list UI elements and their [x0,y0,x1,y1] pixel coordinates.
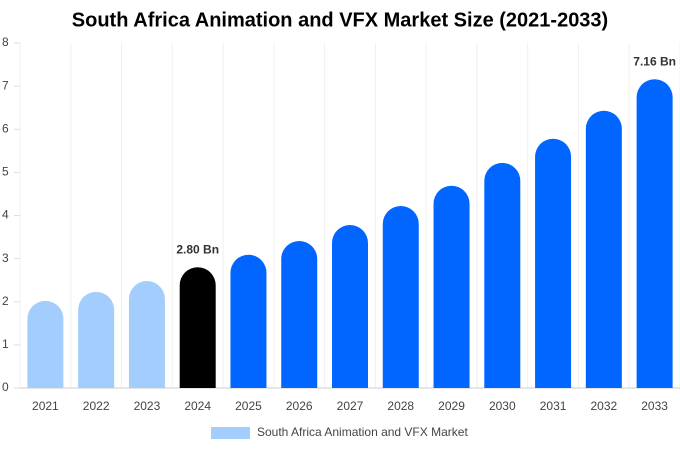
x-tick-label: 2028 [387,399,414,413]
bar [535,138,572,388]
x-tick-label: 2030 [489,399,516,413]
x-tick-label: 2024 [184,399,211,413]
bar [230,254,267,388]
value-label: 7.16 Bn [633,54,676,68]
y-tick-label: 0 [2,380,9,394]
bar [27,300,64,388]
bar [636,79,673,388]
y-tick-label: 7 [2,78,9,92]
bar [179,267,216,388]
x-tick-label: 2029 [438,399,465,413]
x-tick-label: 2026 [286,399,313,413]
x-tick-label: 2032 [590,399,617,413]
bar [433,185,470,388]
x-tick-label: 2033 [641,399,668,413]
bar [382,206,419,388]
x-tick-label: 2023 [134,399,161,413]
bar [585,110,622,389]
bar [78,291,115,388]
legend-swatch [211,427,250,439]
legend-label: South Africa Animation and VFX Market [257,425,468,439]
y-tick-label: 6 [2,121,9,135]
y-tick-label: 5 [2,165,9,179]
y-tick-label: 1 [2,337,9,351]
y-tick-label: 3 [2,251,9,265]
x-tick-label: 2022 [83,399,110,413]
x-tick-label: 2021 [32,399,59,413]
chart-title: South Africa Animation and VFX Market Si… [72,9,608,31]
bar [128,281,165,388]
bar [484,162,521,388]
x-tick-label: 2025 [235,399,262,413]
y-tick-label: 4 [2,208,9,222]
x-tick-label: 2027 [337,399,364,413]
x-tick-label: 2031 [540,399,567,413]
value-label: 2.80 Bn [176,242,219,256]
y-tick-label: 2 [2,294,9,308]
y-tick-label: 8 [2,35,9,49]
bar [281,240,318,388]
bar [332,224,368,388]
